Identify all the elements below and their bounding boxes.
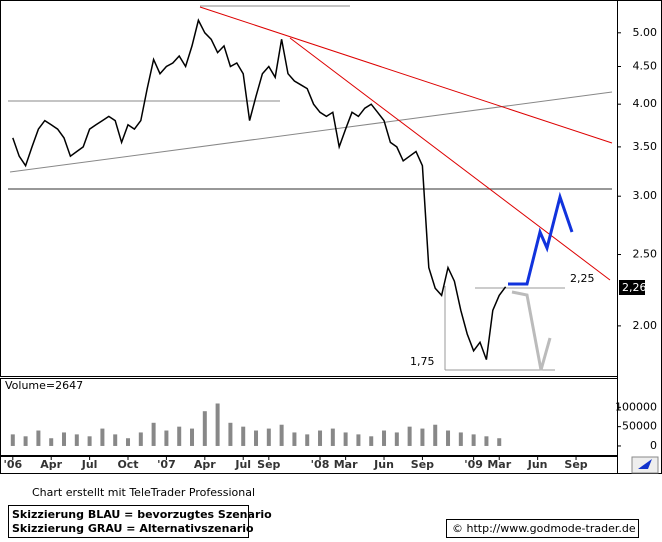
- volume-bar: [305, 434, 310, 446]
- volume-bar: [202, 411, 207, 446]
- volume-bar: [177, 426, 182, 446]
- x-tick-label: Sep: [257, 458, 280, 471]
- volume-bar: [343, 432, 348, 446]
- y-tick-label: 3.00: [633, 189, 658, 202]
- volume-bar: [420, 428, 425, 446]
- x-tick-label: Mar: [487, 458, 511, 471]
- x-tick-label: Sep: [411, 458, 434, 471]
- volume-bar: [446, 430, 451, 446]
- last-price: 2,26: [619, 280, 647, 295]
- trend-line: [199, 6, 613, 144]
- volume-bar: [279, 424, 284, 446]
- volume-bar: [100, 428, 105, 446]
- volume-bar: [382, 430, 387, 446]
- x-tick-label: Jun: [527, 458, 548, 471]
- volume-bar: [138, 432, 143, 446]
- drawings: [8, 5, 613, 371]
- price-line: [12, 18, 507, 360]
- scenario-grey: [511, 290, 552, 371]
- source-box: [446, 519, 639, 538]
- y-tick-label: 5.00: [633, 26, 658, 39]
- volume-bar: [458, 432, 463, 446]
- trend-line: [9, 91, 613, 173]
- volume-bar: [228, 422, 233, 446]
- volume-bar: [433, 424, 438, 446]
- x-tick-label: Jul: [81, 458, 98, 471]
- last-price-label: 2,26: [622, 281, 647, 294]
- legend-text: Skizzierung GRAU = Alternativszenario: [12, 522, 254, 535]
- x-tick-label: Oct: [117, 458, 138, 471]
- y-tick-label: 50000: [622, 420, 657, 433]
- volume-bar: [36, 430, 41, 446]
- volume-bar: [23, 436, 28, 446]
- volume-bar: [87, 436, 92, 446]
- volume-title: Volume=2647: [5, 379, 83, 392]
- x-tick-label: Mar: [334, 458, 358, 471]
- source: © http://www.godmode-trader.de: [452, 522, 636, 535]
- volume-bar: [241, 426, 246, 446]
- volume-bar: [126, 438, 131, 446]
- x-tick-label: Apr: [194, 458, 216, 471]
- volume-bar: [484, 436, 489, 446]
- scenario-blue: [508, 191, 574, 286]
- y-tick-label: 100000: [615, 400, 657, 413]
- x-tick-label: '08: [311, 458, 330, 471]
- x-tick-label: Jun: [373, 458, 394, 471]
- volume-bar: [292, 432, 297, 446]
- volume-bar: [62, 432, 67, 446]
- x-tick-label: Apr: [40, 458, 62, 471]
- x-tick-label: '07: [157, 458, 176, 471]
- volume-bar: [10, 434, 15, 446]
- trend-line: [289, 37, 611, 281]
- volume-bar: [394, 432, 399, 446]
- volume-bar: [49, 438, 54, 446]
- y-tick-label: 2.50: [633, 248, 658, 261]
- last-price-box: [619, 280, 645, 295]
- volume-bar: [497, 438, 502, 446]
- x-tick-label: Sep: [564, 458, 587, 471]
- volume-bar: [471, 434, 476, 446]
- y-tick-label: 3.50: [633, 140, 658, 153]
- volume-bar: [254, 430, 259, 446]
- volume-bar: [164, 430, 169, 446]
- annotation: 2,25: [570, 272, 595, 285]
- legend-text: Skizzierung BLAU = bevorzugtes Szenario: [12, 508, 272, 521]
- volume-bar: [407, 426, 412, 446]
- volume-bar: [369, 436, 374, 446]
- volume-bar: [330, 428, 335, 446]
- legend-box: [8, 505, 249, 538]
- y-tick-label: 2.00: [633, 319, 658, 332]
- volume-bar: [318, 430, 323, 446]
- volume-bar: [190, 428, 195, 446]
- y-tick-label: 4.00: [633, 97, 658, 110]
- volume-bar: [215, 403, 220, 446]
- annotation: 1,75: [410, 355, 435, 368]
- scroll-icon: [638, 459, 652, 469]
- x-tick-label: '09: [464, 458, 483, 471]
- volume-bar: [113, 434, 118, 446]
- y-tick-label: 0: [650, 439, 657, 452]
- credit: Chart erstellt mit TeleTrader Profession…: [32, 486, 255, 499]
- volume-bar: [356, 434, 361, 446]
- y-tick-label: 4.50: [633, 60, 658, 73]
- x-tick-label: '06: [3, 458, 22, 471]
- x-tick-label: Jul: [234, 458, 251, 471]
- volume-bar: [151, 422, 156, 446]
- volume-bar: [266, 428, 271, 446]
- volume-bar: [74, 434, 79, 446]
